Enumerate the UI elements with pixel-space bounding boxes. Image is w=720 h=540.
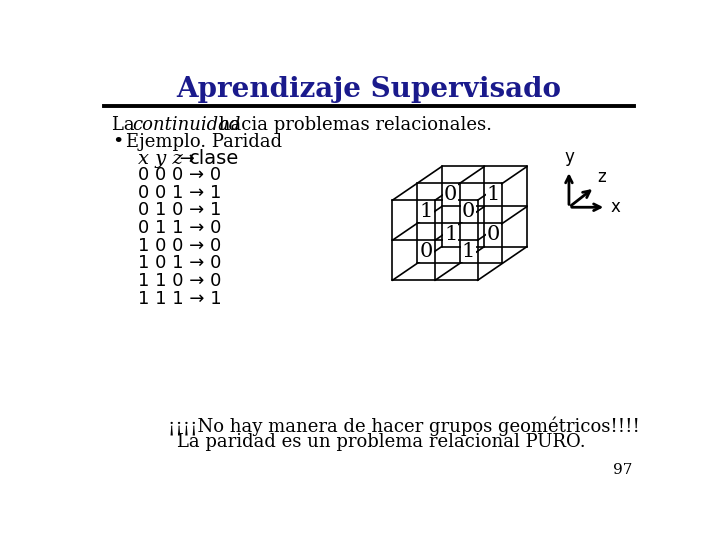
Text: Ejemplo. Paridad: Ejemplo. Paridad (126, 133, 282, 151)
Text: •: • (112, 133, 123, 151)
Text: 0 0 1 → 1: 0 0 1 → 1 (138, 184, 222, 201)
Text: 1 1 0 → 0: 1 1 0 → 0 (138, 272, 222, 290)
Text: 0 1 0 → 1: 0 1 0 → 1 (138, 201, 222, 219)
Text: 1 0 0 → 0: 1 0 0 → 0 (138, 237, 221, 255)
Text: La: La (112, 116, 140, 134)
Text: La paridad es un problema relacional PURO.: La paridad es un problema relacional PUR… (177, 433, 585, 451)
Text: x: x (610, 198, 620, 216)
Text: →: → (174, 150, 200, 168)
Text: 0: 0 (487, 226, 500, 245)
Text: 1: 1 (462, 242, 475, 261)
Text: Aprendizaje Supervisado: Aprendizaje Supervisado (176, 76, 562, 103)
Text: hacia problemas relacionales.: hacia problemas relacionales. (213, 116, 492, 134)
Text: ¡¡¡¡No hay manera de hacer grupos geométricos!!!!: ¡¡¡¡No hay manera de hacer grupos geomét… (168, 417, 639, 436)
Text: z: z (598, 168, 606, 186)
Text: y: y (564, 147, 574, 166)
Text: 0: 0 (462, 202, 475, 221)
Text: 1 0 1 → 0: 1 0 1 → 0 (138, 254, 222, 273)
Text: 0 1 1 → 0: 0 1 1 → 0 (138, 219, 222, 237)
Text: 0 0 0 → 0: 0 0 0 → 0 (138, 166, 221, 184)
Text: 0: 0 (444, 185, 457, 205)
Text: x y z: x y z (138, 150, 183, 168)
Text: 1 1 1 → 1: 1 1 1 → 1 (138, 290, 222, 308)
Text: 97: 97 (613, 463, 632, 477)
Text: 1: 1 (487, 185, 500, 205)
Text: continuidad: continuidad (132, 116, 240, 134)
Text: 0: 0 (419, 242, 433, 261)
Text: clase: clase (189, 149, 240, 168)
Text: 1: 1 (444, 226, 457, 245)
Text: 1: 1 (419, 202, 433, 221)
